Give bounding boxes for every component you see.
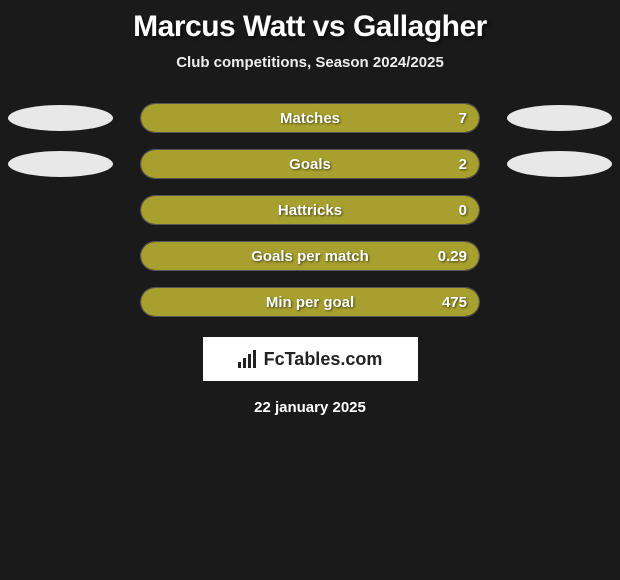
stat-bar: Goals 2: [140, 149, 480, 179]
subtitle: Club competitions, Season 2024/2025: [0, 54, 620, 71]
stat-row: Goals per match 0.29: [0, 239, 620, 273]
logo-text: FcTables.com: [264, 349, 383, 370]
stat-value: 0.29: [438, 248, 467, 265]
ellipse-icon: [8, 105, 113, 131]
footer-date: 22 january 2025: [0, 399, 620, 416]
stat-label: Hattricks: [278, 202, 342, 219]
page-title: Marcus Watt vs Gallagher: [0, 0, 620, 44]
stat-label: Goals: [289, 156, 331, 173]
stat-label: Min per goal: [266, 294, 354, 311]
stat-label: Matches: [280, 110, 340, 127]
stat-row: Min per goal 475: [0, 285, 620, 319]
stat-bar: Min per goal 475: [140, 287, 480, 317]
stat-row: Goals 2: [0, 147, 620, 181]
bars-icon: [238, 350, 258, 368]
logo-box: FcTables.com: [203, 337, 418, 381]
stat-value: 2: [459, 156, 467, 173]
ellipse-icon: [507, 151, 612, 177]
comparison-infographic: Marcus Watt vs Gallagher Club competitio…: [0, 0, 620, 580]
stat-label: Goals per match: [251, 248, 369, 265]
stats-area: Matches 7 Goals 2 Hattricks 0: [0, 101, 620, 319]
stat-value: 0: [459, 202, 467, 219]
stat-row: Hattricks 0: [0, 193, 620, 227]
ellipse-icon: [8, 151, 113, 177]
stat-value: 7: [459, 110, 467, 127]
ellipse-icon: [507, 105, 612, 131]
stat-bar: Matches 7: [140, 103, 480, 133]
stat-bar: Goals per match 0.29: [140, 241, 480, 271]
stat-value: 475: [442, 294, 467, 311]
stat-row: Matches 7: [0, 101, 620, 135]
stat-bar: Hattricks 0: [140, 195, 480, 225]
